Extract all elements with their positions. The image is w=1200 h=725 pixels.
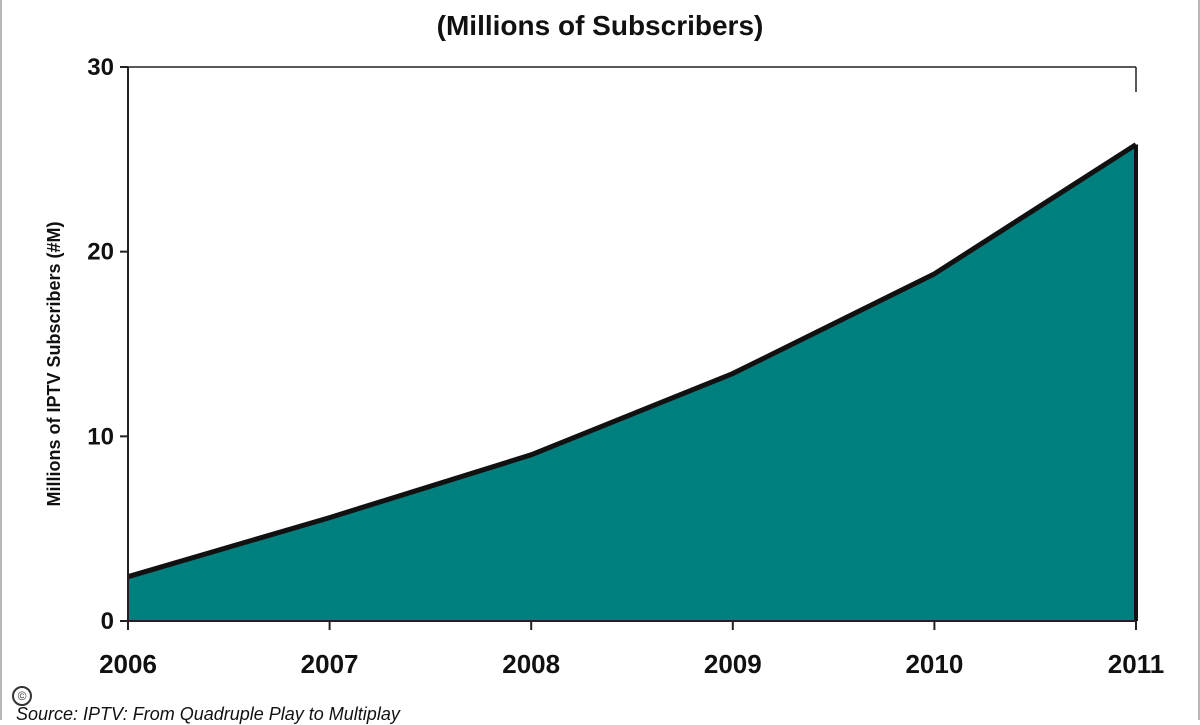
source-note: Source: IPTV: From Quadruple Play to Mul… — [16, 704, 400, 724]
y-axis-label: Millions of IPTV Subscribers (#M) — [44, 221, 64, 506]
y-tick-label: 30 — [87, 54, 114, 81]
x-tick-label: 2011 — [1108, 649, 1164, 679]
x-tick-label: 2006 — [99, 649, 157, 679]
y-tick-label: 20 — [87, 239, 114, 266]
area-fill — [128, 144, 1136, 621]
x-tick-label: 2010 — [905, 649, 963, 679]
copyright-icon: © — [12, 686, 32, 706]
x-tick-label: 2009 — [704, 649, 762, 679]
series-line — [127, 142, 1138, 580]
y-tick-label: 0 — [101, 608, 114, 635]
x-tick-label: 2008 — [502, 649, 560, 679]
x-tick-label: 2007 — [301, 649, 359, 679]
chart-subtitle: (Millions of Subscribers) — [436, 10, 764, 41]
y-tick-label: 10 — [87, 423, 114, 450]
